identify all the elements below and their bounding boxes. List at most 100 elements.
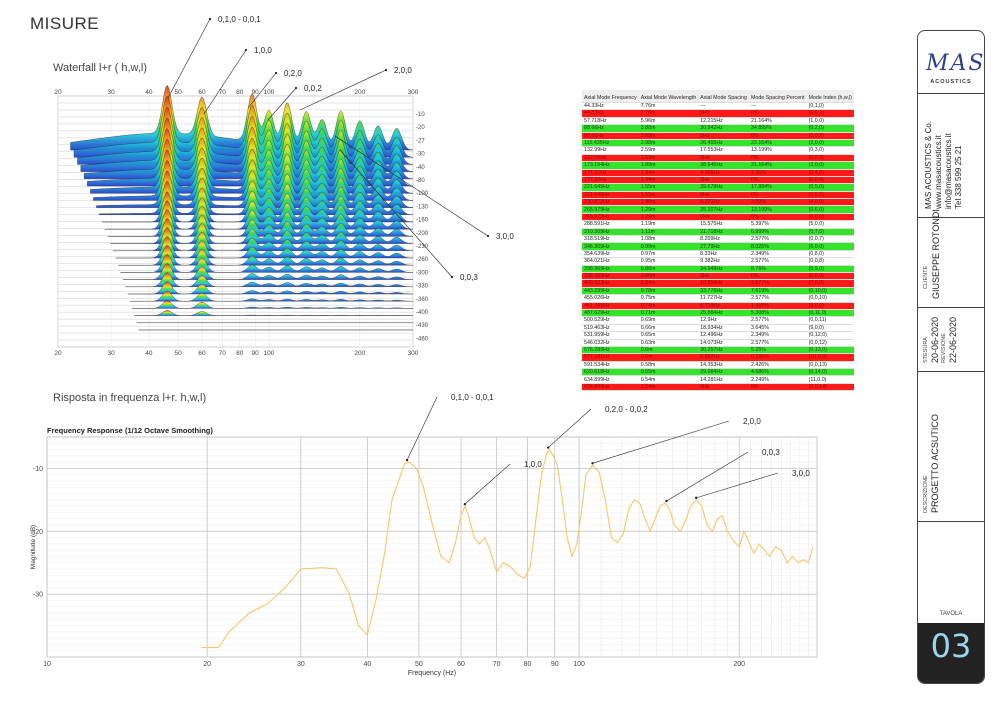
waterfall-annotation-label: 0,2,0 (284, 69, 302, 78)
waterfall-right-tick: -300 (416, 270, 429, 276)
room-modes-table: Axial Mode Frequency Axial Mode Wavelengt… (582, 90, 854, 392)
table-cell: 25.884Hz (698, 309, 749, 318)
annotation-label: 0,1,0 - 0,0,1 (451, 393, 494, 402)
plot-area (46, 436, 818, 658)
table-cell: (0,7,0) (806, 228, 854, 237)
table-cell: 1.55m (638, 183, 699, 192)
table-cell: 0% (748, 213, 807, 222)
table-cell: 0.63m (638, 339, 699, 347)
table-cell: 9.223Hz (698, 198, 749, 207)
table-cell: 0.86m (638, 265, 699, 274)
table-cell: 115.436Hz (582, 139, 639, 148)
table-cell: 1.29m (638, 213, 699, 222)
waterfall-slice (129, 290, 413, 302)
table-cell: (0,8,0) (806, 250, 854, 259)
table-cell: 9.382Hz (698, 257, 749, 266)
waterfall-slice (96, 170, 414, 208)
waterfall-top-tick: 50 (174, 89, 182, 96)
frequency-response-subtitle: Risposta in frequenza l+r. h,w,l) (53, 392, 207, 404)
table-cell: 2.349% (748, 331, 807, 340)
table-cell: 461.745Hz (582, 302, 639, 310)
table-cell: 0Hz (698, 191, 749, 200)
table-row: 318.519Hz 1.08m 8.209Hz 2.577% (0,0,7) (582, 235, 854, 244)
table-cell: (0,0,13) (806, 361, 854, 370)
annotation-arrow (464, 463, 511, 505)
table-cell: 0.6m (638, 346, 699, 355)
table-row: 354.639Hz 0.97m 8.33Hz 2.349% (0,8,0) (582, 250, 854, 259)
table-cell: (0,0,5) (806, 191, 854, 200)
table-row: 132.99Hz 2.59m 17.553Hz 13.199% (0,3,0) (582, 146, 854, 155)
annotation-label: 0,0,3 (762, 448, 780, 457)
table-cell: 3.645% (748, 324, 807, 333)
table-cell: 4.166Hz (698, 169, 749, 177)
frequency-response-line (201, 448, 814, 649)
table-cell: 4.686% (748, 368, 807, 377)
waterfall-right-tick: -260 (416, 257, 429, 263)
table-cell: 5.25% (748, 346, 807, 355)
table-header-cell: Axial Mode Wavelength (638, 90, 699, 103)
table-row: 620.618Hz 0.55m 29.084Hz 4.686% (0,14,0) (582, 368, 854, 377)
waterfall-annotation-arrow (247, 72, 277, 109)
waterfall-slice (127, 281, 413, 295)
table-cell: 14.281Hz (698, 375, 749, 384)
table-cell: 310.309Hz (582, 228, 639, 237)
table-cell: 519.463Hz (582, 324, 639, 333)
table-cell: 0% (748, 272, 807, 281)
table-cell: (4,0,0) (806, 198, 854, 207)
table-cell: 0% (748, 176, 807, 185)
table-cell: 1.49m (638, 198, 699, 207)
date-label: STESURA (923, 337, 929, 363)
table-cell: 1.11m (638, 228, 699, 237)
annotation-arrowhead (547, 446, 550, 449)
revision-label: REVISIONE (941, 333, 947, 363)
table-cell: 18.934Hz (698, 324, 749, 333)
table-cell: 634.899Hz (582, 383, 639, 392)
table-cell: 15.575Hz (698, 220, 749, 229)
separator (918, 371, 984, 372)
table-cell: 132.99Hz (582, 154, 639, 163)
table-cell: 1.55m (638, 191, 699, 200)
table-cell: 0% (748, 132, 807, 140)
waterfall-annotation-label: 0,0,3 (460, 273, 478, 282)
table-cell: 634.899Hz (582, 375, 639, 384)
waterfall-right-tick: -130 (416, 204, 429, 210)
table-cell: 546.032Hz (582, 339, 639, 347)
table-cell: 0.78m (638, 287, 699, 296)
x-tick-label: 20 (203, 661, 211, 668)
x-axis-label: Frequency (Hz) (408, 670, 456, 677)
table-cell: 0Hz (698, 272, 749, 281)
waterfall-slice (112, 227, 413, 251)
waterfall-slice (134, 310, 413, 316)
table-cell: 265.979Hz (582, 205, 639, 214)
annotation-label: 2,0,0 (743, 417, 761, 426)
annotation-label: 0,2,0 - 0,0,2 (605, 405, 648, 414)
waterfall-annotation-dot (384, 68, 388, 72)
table-cell: (11,0,0) (806, 375, 854, 384)
waterfall-top-tick: 100 (264, 89, 275, 96)
separator (918, 217, 984, 218)
table-cell: (0,14,0) (806, 368, 854, 377)
chart-title: Frequency Response (1/12 Octave Smoothin… (47, 426, 213, 435)
table-cell: 29.084Hz (698, 368, 749, 377)
table-cell: 2.577% (748, 339, 807, 347)
table-cell: 7.619% (748, 287, 807, 296)
table-row: 634.899Hz 0.54m 0Hz 0% (0,0,14) (582, 383, 854, 392)
table-cell: 173.154Hz (582, 161, 639, 170)
table-row: 310.309Hz 1.11m 21.718Hz 6.999% (0,7,0) (582, 228, 854, 237)
table-cell: 500.529Hz (582, 316, 639, 325)
table-cell: 487.629Hz (582, 309, 639, 318)
table-cell: 354.639Hz (582, 250, 639, 259)
table-row: 346.309Hz 0.99m 27.79Hz 8.025% (6,0,0) (582, 242, 854, 251)
table-cell: 265.979Hz (582, 213, 639, 222)
table-cell: 8.025% (748, 242, 807, 251)
waterfall-annotation-label: 1,0,0 (254, 46, 272, 55)
waterfall-annotation-arrow (267, 87, 297, 121)
annotation-arrowhead (591, 462, 594, 465)
table-cell: (0,11,0) (806, 309, 854, 318)
tavola-label: TAVOLA (939, 611, 963, 617)
table-cell: 27.79Hz (698, 242, 749, 251)
table-row: 44.33Hz 7.76m --- --- (0,1,0) (582, 102, 854, 111)
table-cell: 17.553Hz (698, 146, 749, 155)
waterfall-top-tick: 30 (108, 89, 116, 96)
